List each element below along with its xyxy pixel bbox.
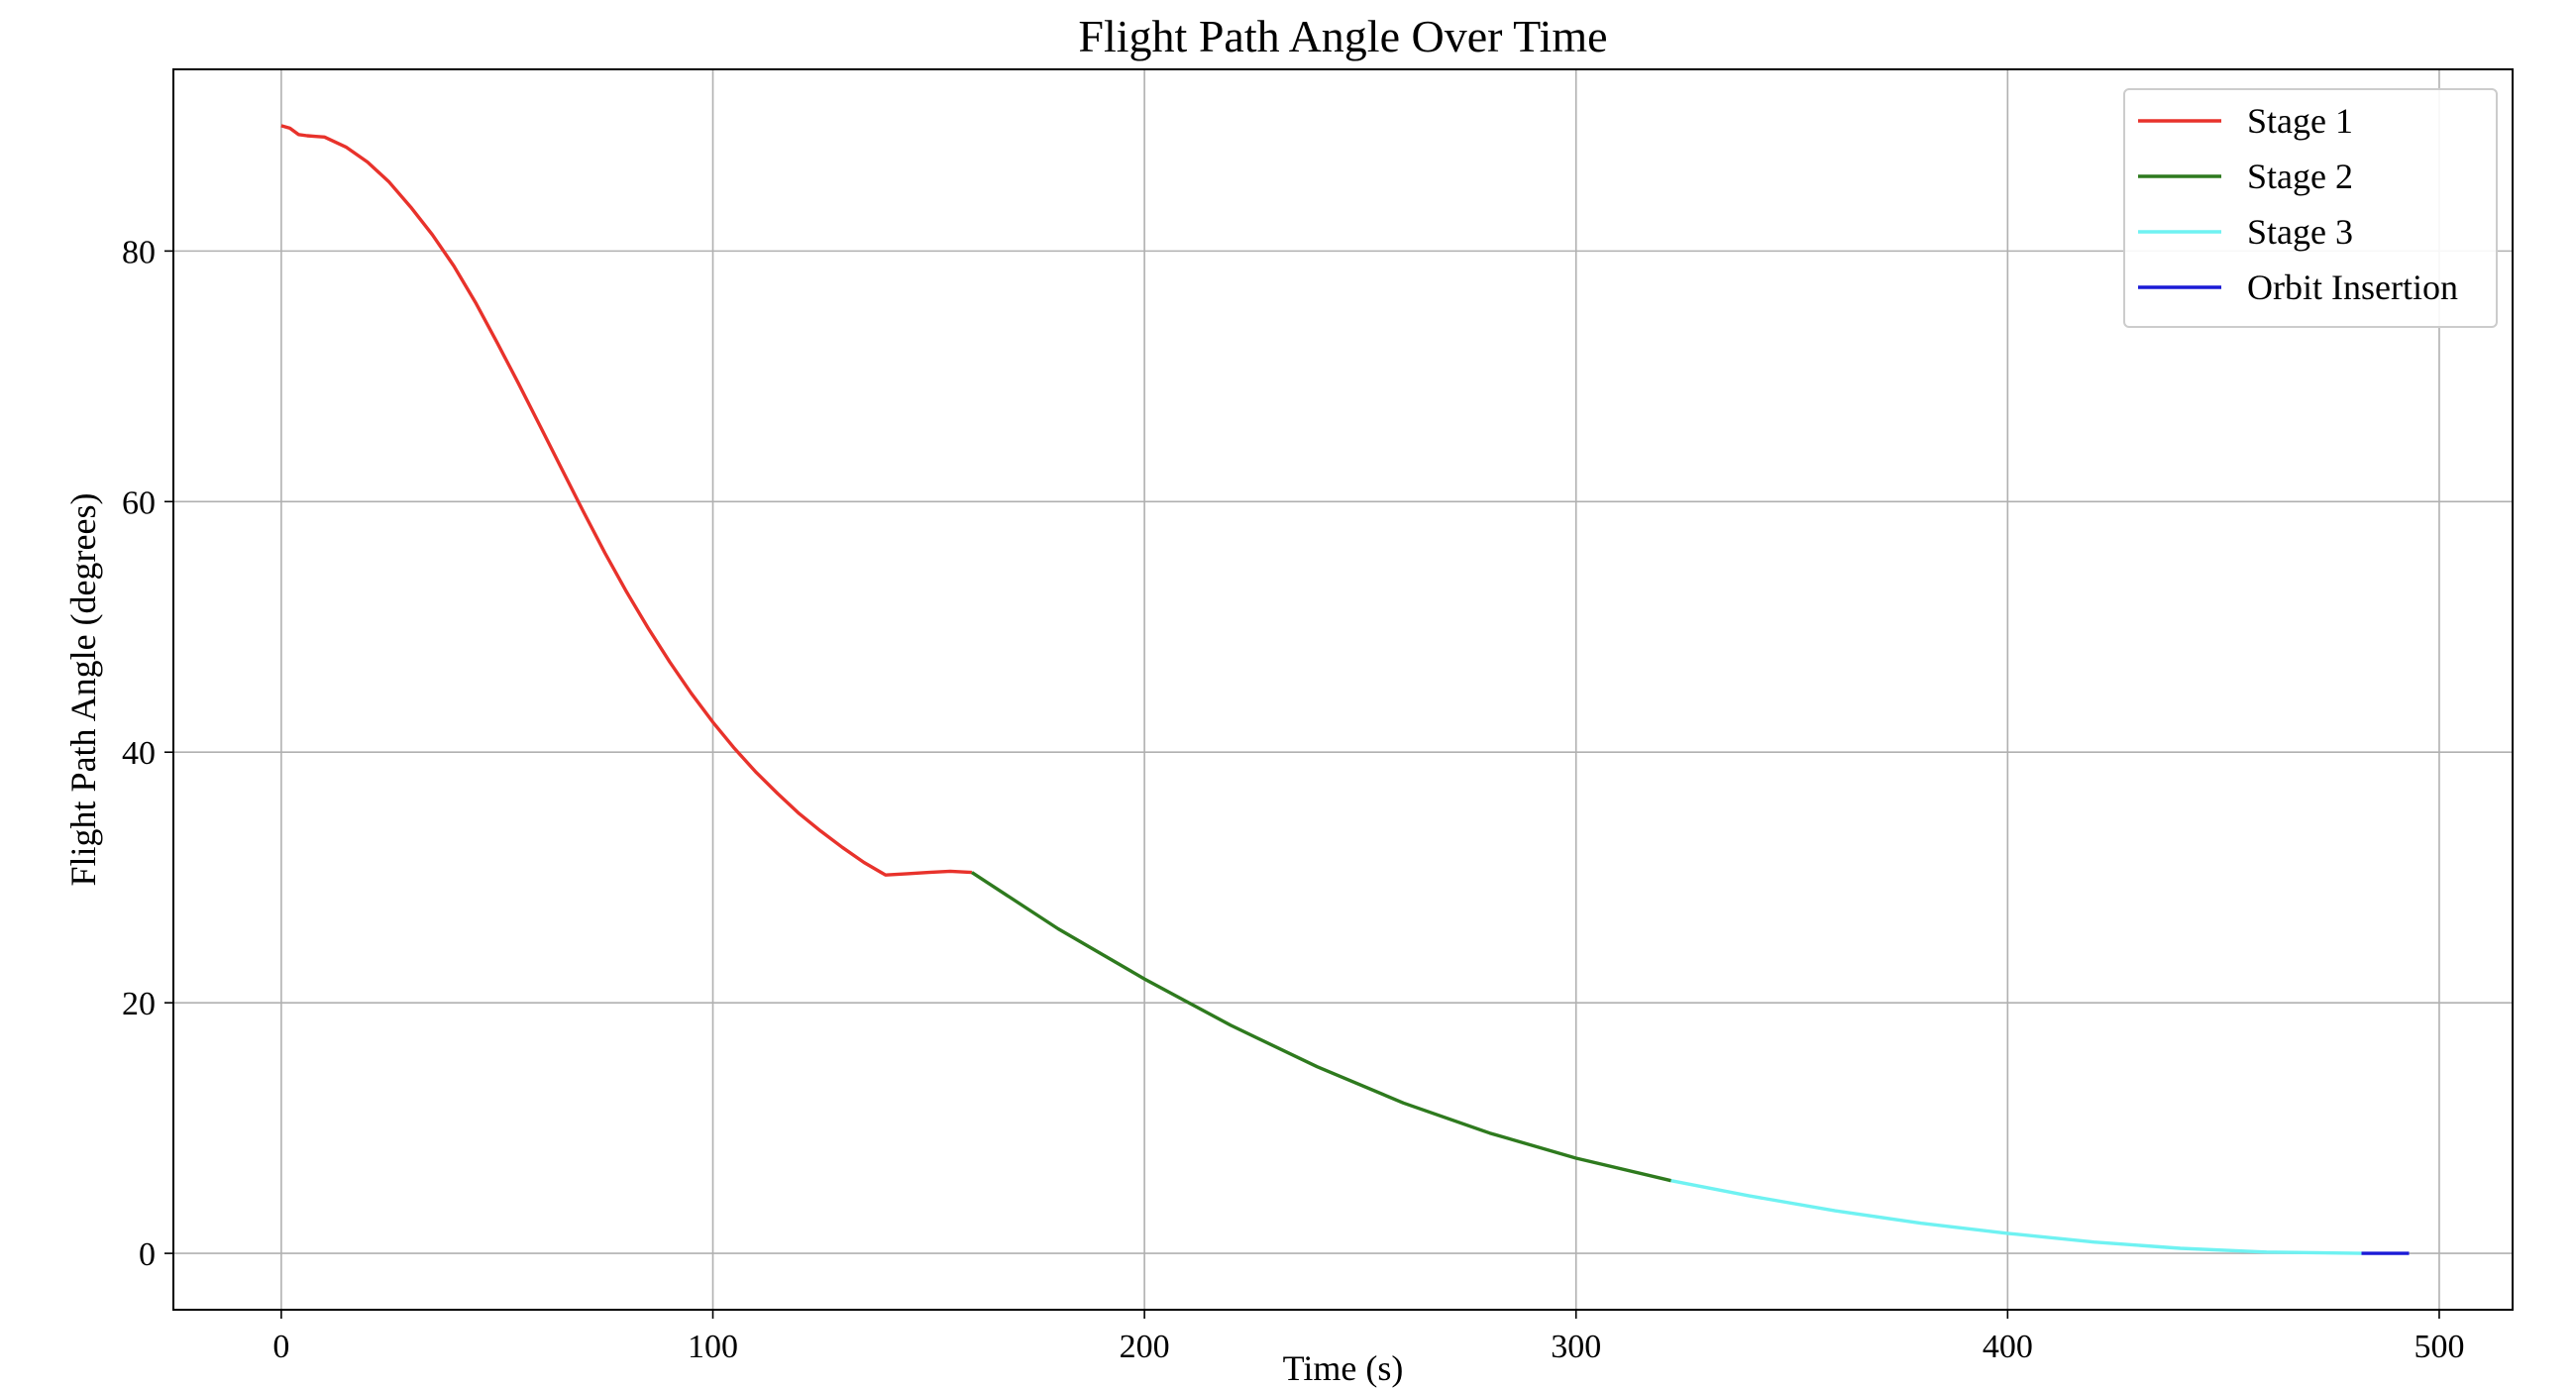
x-tick-label: 200 [1120, 1329, 1170, 1365]
x-tick-label: 300 [1551, 1329, 1601, 1365]
x-tick-label: 500 [2414, 1329, 2464, 1365]
y-tick-label: 40 [122, 735, 156, 772]
series-lines [280, 124, 2410, 1255]
y-tick-label: 60 [122, 484, 156, 521]
legend-label-orbit-insertion: Orbit Insertion [2247, 267, 2458, 307]
chart-title: Flight Path Angle Over Time [1078, 11, 1607, 61]
x-tick-label: 100 [688, 1329, 738, 1365]
y-tick-label: 20 [122, 986, 156, 1022]
y-tick-label: 0 [139, 1236, 156, 1273]
legend-label-stage-1: Stage 1 [2247, 101, 2353, 141]
x-tick-label: 400 [1983, 1329, 2033, 1365]
series-line-stage-1 [280, 124, 972, 877]
x-axis-label: Time (s) [1283, 1348, 1404, 1388]
x-tick-label: 0 [272, 1329, 289, 1365]
y-axis-label: Flight Path Angle (degrees) [63, 493, 103, 887]
legend: Stage 1 Stage 2 Stage 3 Orbit Insertion [2123, 88, 2498, 328]
plot-area-frame [172, 68, 2514, 1311]
legend-box [2123, 88, 2498, 328]
series-line-stage-3 [1670, 1179, 2362, 1255]
legend-label-stage-2: Stage 2 [2247, 157, 2353, 196]
axis-ticks: 0 100 200 300 400 500 0 20 40 60 80 [122, 234, 2464, 1365]
legend-label-stage-3: Stage 3 [2247, 212, 2353, 252]
y-tick-label: 80 [122, 234, 156, 270]
series-line-stage-2 [970, 871, 1671, 1183]
